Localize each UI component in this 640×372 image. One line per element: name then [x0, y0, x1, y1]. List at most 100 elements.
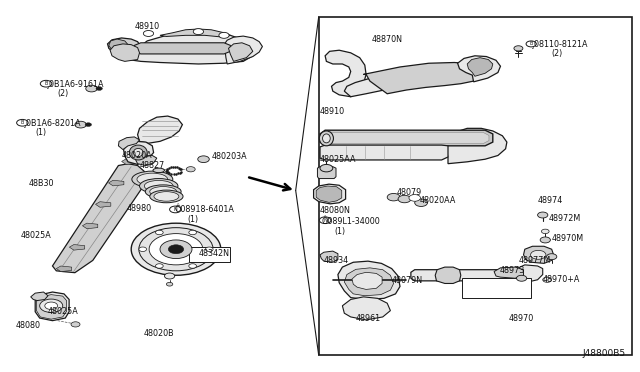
Ellipse shape — [145, 185, 181, 198]
Circle shape — [160, 240, 192, 259]
Text: 48977M: 48977M — [518, 256, 550, 265]
Polygon shape — [136, 155, 157, 166]
Text: N: N — [173, 207, 177, 212]
Polygon shape — [325, 50, 366, 97]
Ellipse shape — [150, 190, 183, 203]
Polygon shape — [411, 270, 528, 281]
Circle shape — [164, 273, 175, 279]
Polygon shape — [364, 62, 488, 94]
Polygon shape — [52, 164, 148, 273]
Text: (1): (1) — [187, 215, 198, 224]
Polygon shape — [160, 29, 230, 37]
Text: 48974: 48974 — [538, 196, 563, 205]
Circle shape — [156, 230, 163, 235]
Circle shape — [17, 119, 28, 126]
Polygon shape — [467, 58, 493, 76]
Circle shape — [139, 228, 213, 271]
Text: 48025A: 48025A — [20, 231, 51, 240]
Ellipse shape — [145, 180, 173, 192]
Circle shape — [387, 193, 400, 201]
Circle shape — [45, 302, 58, 310]
Text: 48961: 48961 — [355, 314, 380, 323]
Ellipse shape — [137, 173, 168, 186]
Circle shape — [40, 299, 63, 312]
Polygon shape — [95, 202, 111, 207]
Text: 48827: 48827 — [140, 161, 164, 170]
Circle shape — [75, 121, 86, 128]
Text: 48020AA: 48020AA — [419, 196, 456, 205]
Circle shape — [198, 156, 209, 163]
Circle shape — [170, 206, 181, 213]
Polygon shape — [517, 265, 543, 283]
Circle shape — [71, 322, 80, 327]
Circle shape — [143, 31, 154, 36]
Circle shape — [205, 247, 213, 251]
Polygon shape — [69, 244, 84, 250]
Text: 48080: 48080 — [16, 321, 41, 330]
Circle shape — [131, 223, 221, 275]
Circle shape — [149, 234, 203, 265]
Text: B: B — [44, 81, 48, 86]
Text: 48025A: 48025A — [48, 307, 79, 316]
Polygon shape — [352, 272, 382, 289]
Text: 48020A: 48020A — [122, 151, 152, 160]
Bar — [462, 278, 531, 298]
Polygon shape — [31, 292, 48, 301]
Circle shape — [398, 195, 411, 203]
Text: ¸0B1A6-8201A: ¸0B1A6-8201A — [22, 118, 81, 127]
Circle shape — [516, 275, 527, 281]
Text: 48079: 48079 — [397, 188, 422, 197]
Circle shape — [531, 250, 546, 259]
Text: Ô089L1-34000: Ô089L1-34000 — [321, 217, 380, 226]
Text: 48970M: 48970M — [552, 234, 584, 243]
Circle shape — [86, 85, 97, 92]
Ellipse shape — [150, 187, 177, 196]
Text: 48910: 48910 — [134, 22, 160, 31]
Polygon shape — [228, 43, 253, 61]
Circle shape — [320, 164, 333, 172]
Text: B: B — [20, 120, 24, 125]
Polygon shape — [109, 180, 124, 186]
Polygon shape — [109, 39, 128, 53]
Circle shape — [319, 217, 331, 224]
Polygon shape — [124, 141, 154, 164]
Polygon shape — [83, 223, 98, 229]
Polygon shape — [108, 38, 141, 60]
Circle shape — [85, 123, 92, 126]
Circle shape — [186, 167, 195, 172]
Circle shape — [547, 254, 557, 260]
Circle shape — [543, 277, 552, 282]
Circle shape — [541, 229, 549, 234]
Text: 48020B: 48020B — [144, 329, 175, 338]
Circle shape — [409, 195, 420, 201]
Polygon shape — [494, 267, 524, 278]
Polygon shape — [36, 295, 67, 319]
Ellipse shape — [319, 131, 333, 146]
Polygon shape — [342, 297, 390, 320]
Polygon shape — [35, 292, 69, 321]
Circle shape — [193, 29, 204, 35]
Circle shape — [514, 46, 523, 51]
Circle shape — [96, 87, 102, 90]
Text: 48342N: 48342N — [198, 249, 229, 258]
Polygon shape — [316, 186, 342, 202]
Ellipse shape — [153, 168, 164, 173]
Circle shape — [139, 247, 147, 251]
Polygon shape — [338, 261, 400, 299]
Circle shape — [415, 199, 428, 206]
Text: 48973: 48973 — [499, 266, 524, 275]
Text: 48079N: 48079N — [392, 276, 423, 285]
Text: (1): (1) — [35, 128, 46, 137]
Ellipse shape — [132, 171, 173, 187]
Text: 48910: 48910 — [320, 107, 345, 116]
Polygon shape — [320, 145, 448, 160]
Bar — [319, 17, 632, 355]
Text: ¸08110-8121A: ¸08110-8121A — [531, 39, 589, 48]
Polygon shape — [344, 71, 422, 97]
Ellipse shape — [140, 179, 178, 193]
Text: 48970+A: 48970+A — [543, 275, 580, 284]
Text: 48025AA: 48025AA — [320, 155, 356, 164]
Text: ¸0B1A6-9161A: ¸0B1A6-9161A — [46, 79, 104, 88]
Polygon shape — [118, 137, 140, 150]
Circle shape — [166, 282, 173, 286]
